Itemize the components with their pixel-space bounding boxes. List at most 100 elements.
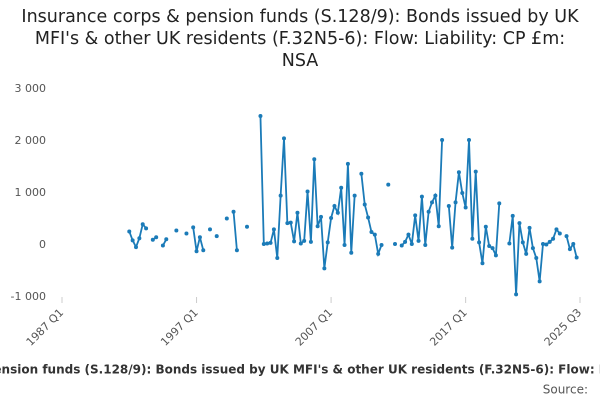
point <box>490 246 495 251</box>
point <box>298 241 303 246</box>
point <box>366 215 371 220</box>
point <box>520 240 525 245</box>
point <box>551 236 556 241</box>
point <box>493 253 498 258</box>
point <box>208 227 212 232</box>
point <box>534 256 539 260</box>
point <box>352 193 357 198</box>
point <box>134 245 138 250</box>
point <box>130 238 135 243</box>
point <box>278 193 283 198</box>
point <box>403 239 408 244</box>
point <box>497 201 502 206</box>
point <box>288 220 293 225</box>
point <box>305 189 310 194</box>
point <box>140 222 145 227</box>
point <box>345 161 350 166</box>
point <box>342 243 347 247</box>
x-tick-label: 1987 Q1 <box>24 306 67 349</box>
point <box>524 251 529 256</box>
y-tick-label: 2 000 <box>15 134 47 147</box>
y-tick-label: 3 000 <box>15 82 47 95</box>
point <box>282 136 286 141</box>
point <box>295 210 300 215</box>
point <box>197 235 202 240</box>
point <box>322 266 327 271</box>
point <box>312 157 317 162</box>
point <box>467 137 471 142</box>
point <box>376 251 381 256</box>
point <box>564 234 569 239</box>
point <box>514 292 519 297</box>
point <box>430 200 434 205</box>
point <box>574 255 579 260</box>
point <box>137 236 142 241</box>
chart-title: Insurance corps & pension funds (S.128/9… <box>21 7 579 71</box>
point <box>150 237 155 242</box>
point <box>329 215 334 220</box>
point <box>544 242 549 247</box>
point <box>571 241 576 246</box>
point <box>265 241 270 246</box>
point <box>164 237 169 242</box>
point <box>386 182 391 187</box>
point <box>369 230 374 234</box>
point <box>419 194 424 199</box>
point <box>214 234 219 239</box>
point <box>510 213 515 218</box>
point <box>302 238 307 243</box>
point <box>325 240 330 245</box>
point <box>453 200 458 205</box>
y-tick-label: 0 <box>39 238 46 251</box>
point <box>433 193 438 198</box>
x-tick-label: 2025 Q3 <box>542 306 585 349</box>
point <box>416 238 421 243</box>
point <box>436 224 441 229</box>
point <box>477 240 482 245</box>
point <box>308 239 313 244</box>
x-tick-label: 2007 Q1 <box>293 306 336 349</box>
point <box>339 185 344 190</box>
point <box>406 232 411 237</box>
point <box>362 202 367 207</box>
point <box>285 221 290 226</box>
point <box>517 221 522 226</box>
point <box>399 243 404 248</box>
point <box>191 225 196 230</box>
point <box>261 241 266 246</box>
point <box>231 209 236 214</box>
point <box>446 204 451 208</box>
point <box>460 191 465 195</box>
point <box>268 240 273 245</box>
point <box>483 224 488 229</box>
point <box>440 137 445 142</box>
x-tick-label: 1997 Q1 <box>158 306 201 349</box>
source: Source: <box>543 383 588 397</box>
point <box>174 228 179 233</box>
point <box>537 279 542 284</box>
point <box>456 170 461 175</box>
y-tick-label: 1 000 <box>15 186 47 199</box>
point <box>184 231 189 236</box>
point <box>144 226 149 231</box>
point <box>473 169 478 174</box>
point <box>359 171 364 176</box>
point <box>567 247 572 252</box>
point <box>480 261 485 266</box>
point <box>335 210 340 215</box>
line <box>128 116 578 295</box>
point <box>160 243 165 248</box>
point <box>379 243 384 247</box>
y-tick-label: -1 000 <box>11 290 46 303</box>
x-axis-label: Insurance corps & pension funds (S.128/9… <box>0 363 600 377</box>
point <box>527 225 532 230</box>
point <box>275 256 280 260</box>
x-tick-label: 2017 Q1 <box>427 306 470 349</box>
point <box>224 216 229 221</box>
point <box>409 241 414 246</box>
point <box>127 229 132 234</box>
point <box>201 248 206 253</box>
point <box>423 243 428 247</box>
